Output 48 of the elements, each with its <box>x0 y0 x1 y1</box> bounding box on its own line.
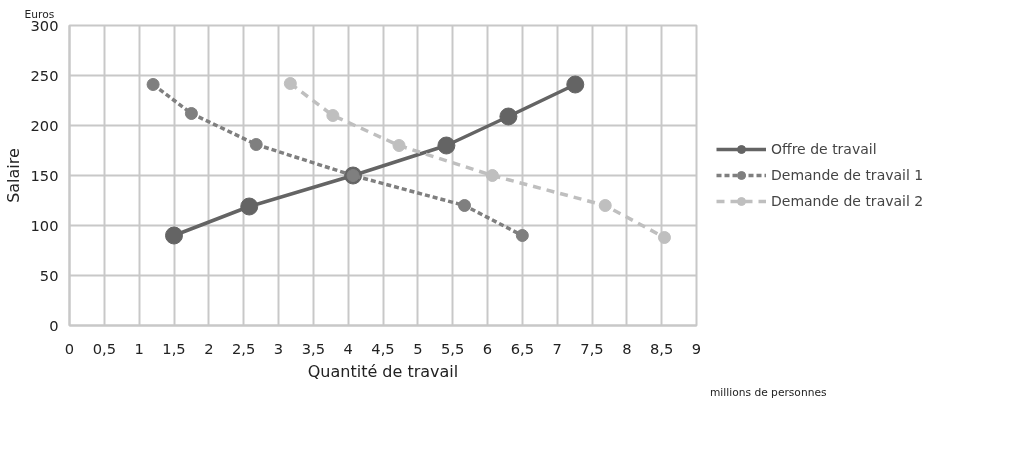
x-tick-label: 3 <box>273 339 284 357</box>
point <box>240 197 259 216</box>
point <box>146 78 160 91</box>
y-tick-label: 200 <box>30 116 59 134</box>
point <box>249 138 263 151</box>
x-tick-label: 1 <box>134 339 144 357</box>
point <box>515 229 529 242</box>
point <box>485 169 499 182</box>
x-tick-label: 5,5 <box>441 339 465 357</box>
x-tick-label: 7,5 <box>580 339 604 357</box>
point <box>499 107 518 126</box>
x-tick-label: 5 <box>413 339 423 357</box>
x-axis-title: Quantité de travail <box>307 361 459 381</box>
x-tick-label: 7 <box>552 339 562 357</box>
y-tick-label: 50 <box>39 266 59 284</box>
x-tick-label: 2 <box>204 339 214 357</box>
y-tick-label: 250 <box>30 66 59 84</box>
x-tick-label: 4 <box>343 339 353 357</box>
x-tick-label: 0 <box>64 339 75 357</box>
text: millions de personnes <box>709 385 827 399</box>
x-tick-label: 9 <box>691 339 702 357</box>
x-tick-label: 8 <box>622 339 632 357</box>
x-tick-label: 0,5 <box>92 339 116 357</box>
x-tick-label: 6,5 <box>510 339 534 357</box>
legend-label: Demande de travail 1 <box>771 167 924 183</box>
legend-label: Demande de travail 2 <box>771 193 924 209</box>
point <box>458 199 472 212</box>
point <box>598 199 612 212</box>
point <box>165 226 183 245</box>
point <box>392 139 406 152</box>
text: Euros <box>24 7 55 21</box>
y-tick-label: 0 <box>49 316 59 334</box>
point <box>657 231 671 244</box>
point <box>566 75 585 94</box>
x-tick-label: 1,5 <box>162 339 186 357</box>
x-tick-label: 6 <box>482 339 493 357</box>
y-tick-label: 100 <box>30 216 59 234</box>
point <box>283 77 297 90</box>
x-tick-label: 4,5 <box>371 339 395 357</box>
x-tick-label: 3,5 <box>301 339 325 357</box>
point <box>184 107 198 120</box>
point <box>326 109 340 122</box>
y-axis-title: Salaire <box>3 148 23 203</box>
x-tick-label: 8,5 <box>650 339 674 357</box>
y-tick-label: 150 <box>30 166 59 184</box>
point <box>437 136 456 155</box>
legend-label: Offre de travail <box>771 141 877 157</box>
x-tick-label: 2,5 <box>232 339 256 357</box>
